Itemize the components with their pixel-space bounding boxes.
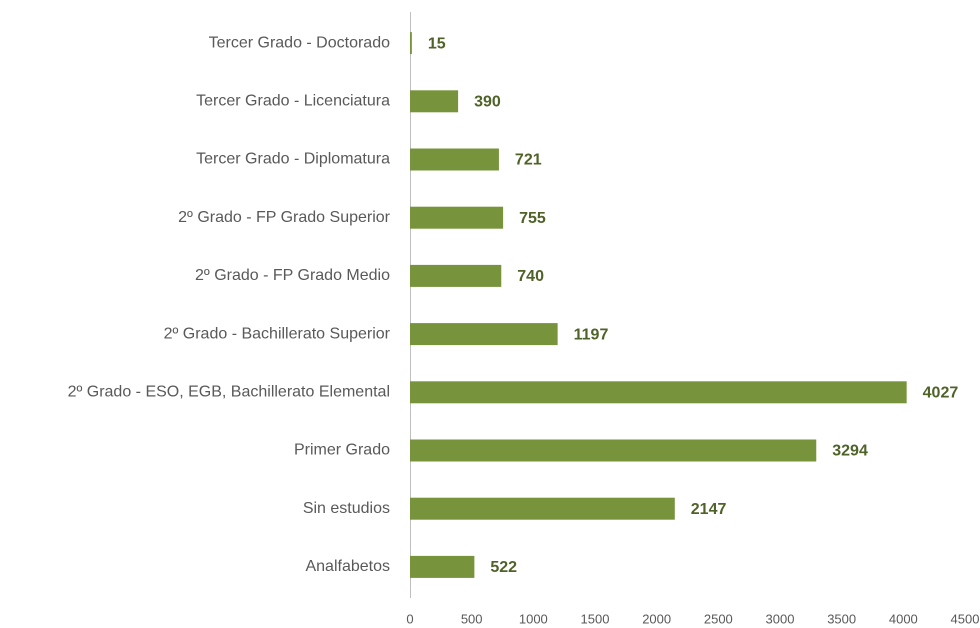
y-tick-label: Tercer Grado - Diplomatura [196, 151, 390, 168]
x-tick-label: 4000 [889, 611, 918, 626]
x-tick-label: 2500 [704, 611, 733, 626]
value-label: 721 [515, 152, 542, 169]
value-label: 2147 [691, 501, 727, 518]
value-label: 755 [519, 210, 546, 227]
y-tick-label: Primer Grado [294, 442, 390, 459]
value-label: 4027 [923, 385, 959, 402]
x-tick-label: 0 [406, 611, 413, 626]
bar [410, 555, 475, 578]
y-tick-label: Tercer Grado - Licenciatura [196, 93, 390, 110]
value-label: 15 [428, 35, 446, 52]
value-label: 740 [517, 268, 544, 285]
value-label: 1197 [574, 326, 609, 343]
x-tick-label: 3000 [766, 611, 795, 626]
x-tick-label: 3500 [827, 611, 856, 626]
y-tick-label: 2º Grado - FP Grado Medio [195, 267, 390, 284]
bar [410, 264, 502, 287]
y-tick-label: Tercer Grado - Doctorado [209, 34, 391, 51]
x-tick-label: 4500 [951, 611, 980, 626]
value-label: 3294 [832, 443, 868, 460]
y-tick-label: Sin estudios [303, 500, 390, 517]
bar [410, 206, 504, 229]
bar [410, 497, 675, 520]
x-tick-label: 1000 [519, 611, 548, 626]
bar [410, 323, 558, 346]
value-label: 522 [490, 559, 517, 576]
y-tick-label: 2º Grado - FP Grado Superior [178, 209, 391, 226]
x-tick-label: 1500 [581, 611, 610, 626]
bar [410, 90, 459, 113]
x-tick-label: 500 [461, 611, 483, 626]
value-label: 390 [474, 94, 501, 111]
y-tick-label: 2º Grado - ESO, EGB, Bachillerato Elemen… [68, 384, 390, 401]
y-tick-label: Analfabetos [305, 558, 390, 575]
y-tick-label: 2º Grado - Bachillerato Superior [164, 325, 391, 342]
bar [410, 148, 499, 171]
bar [410, 439, 817, 462]
bar [410, 32, 412, 55]
bar [410, 381, 907, 404]
x-tick-label: 2000 [642, 611, 671, 626]
